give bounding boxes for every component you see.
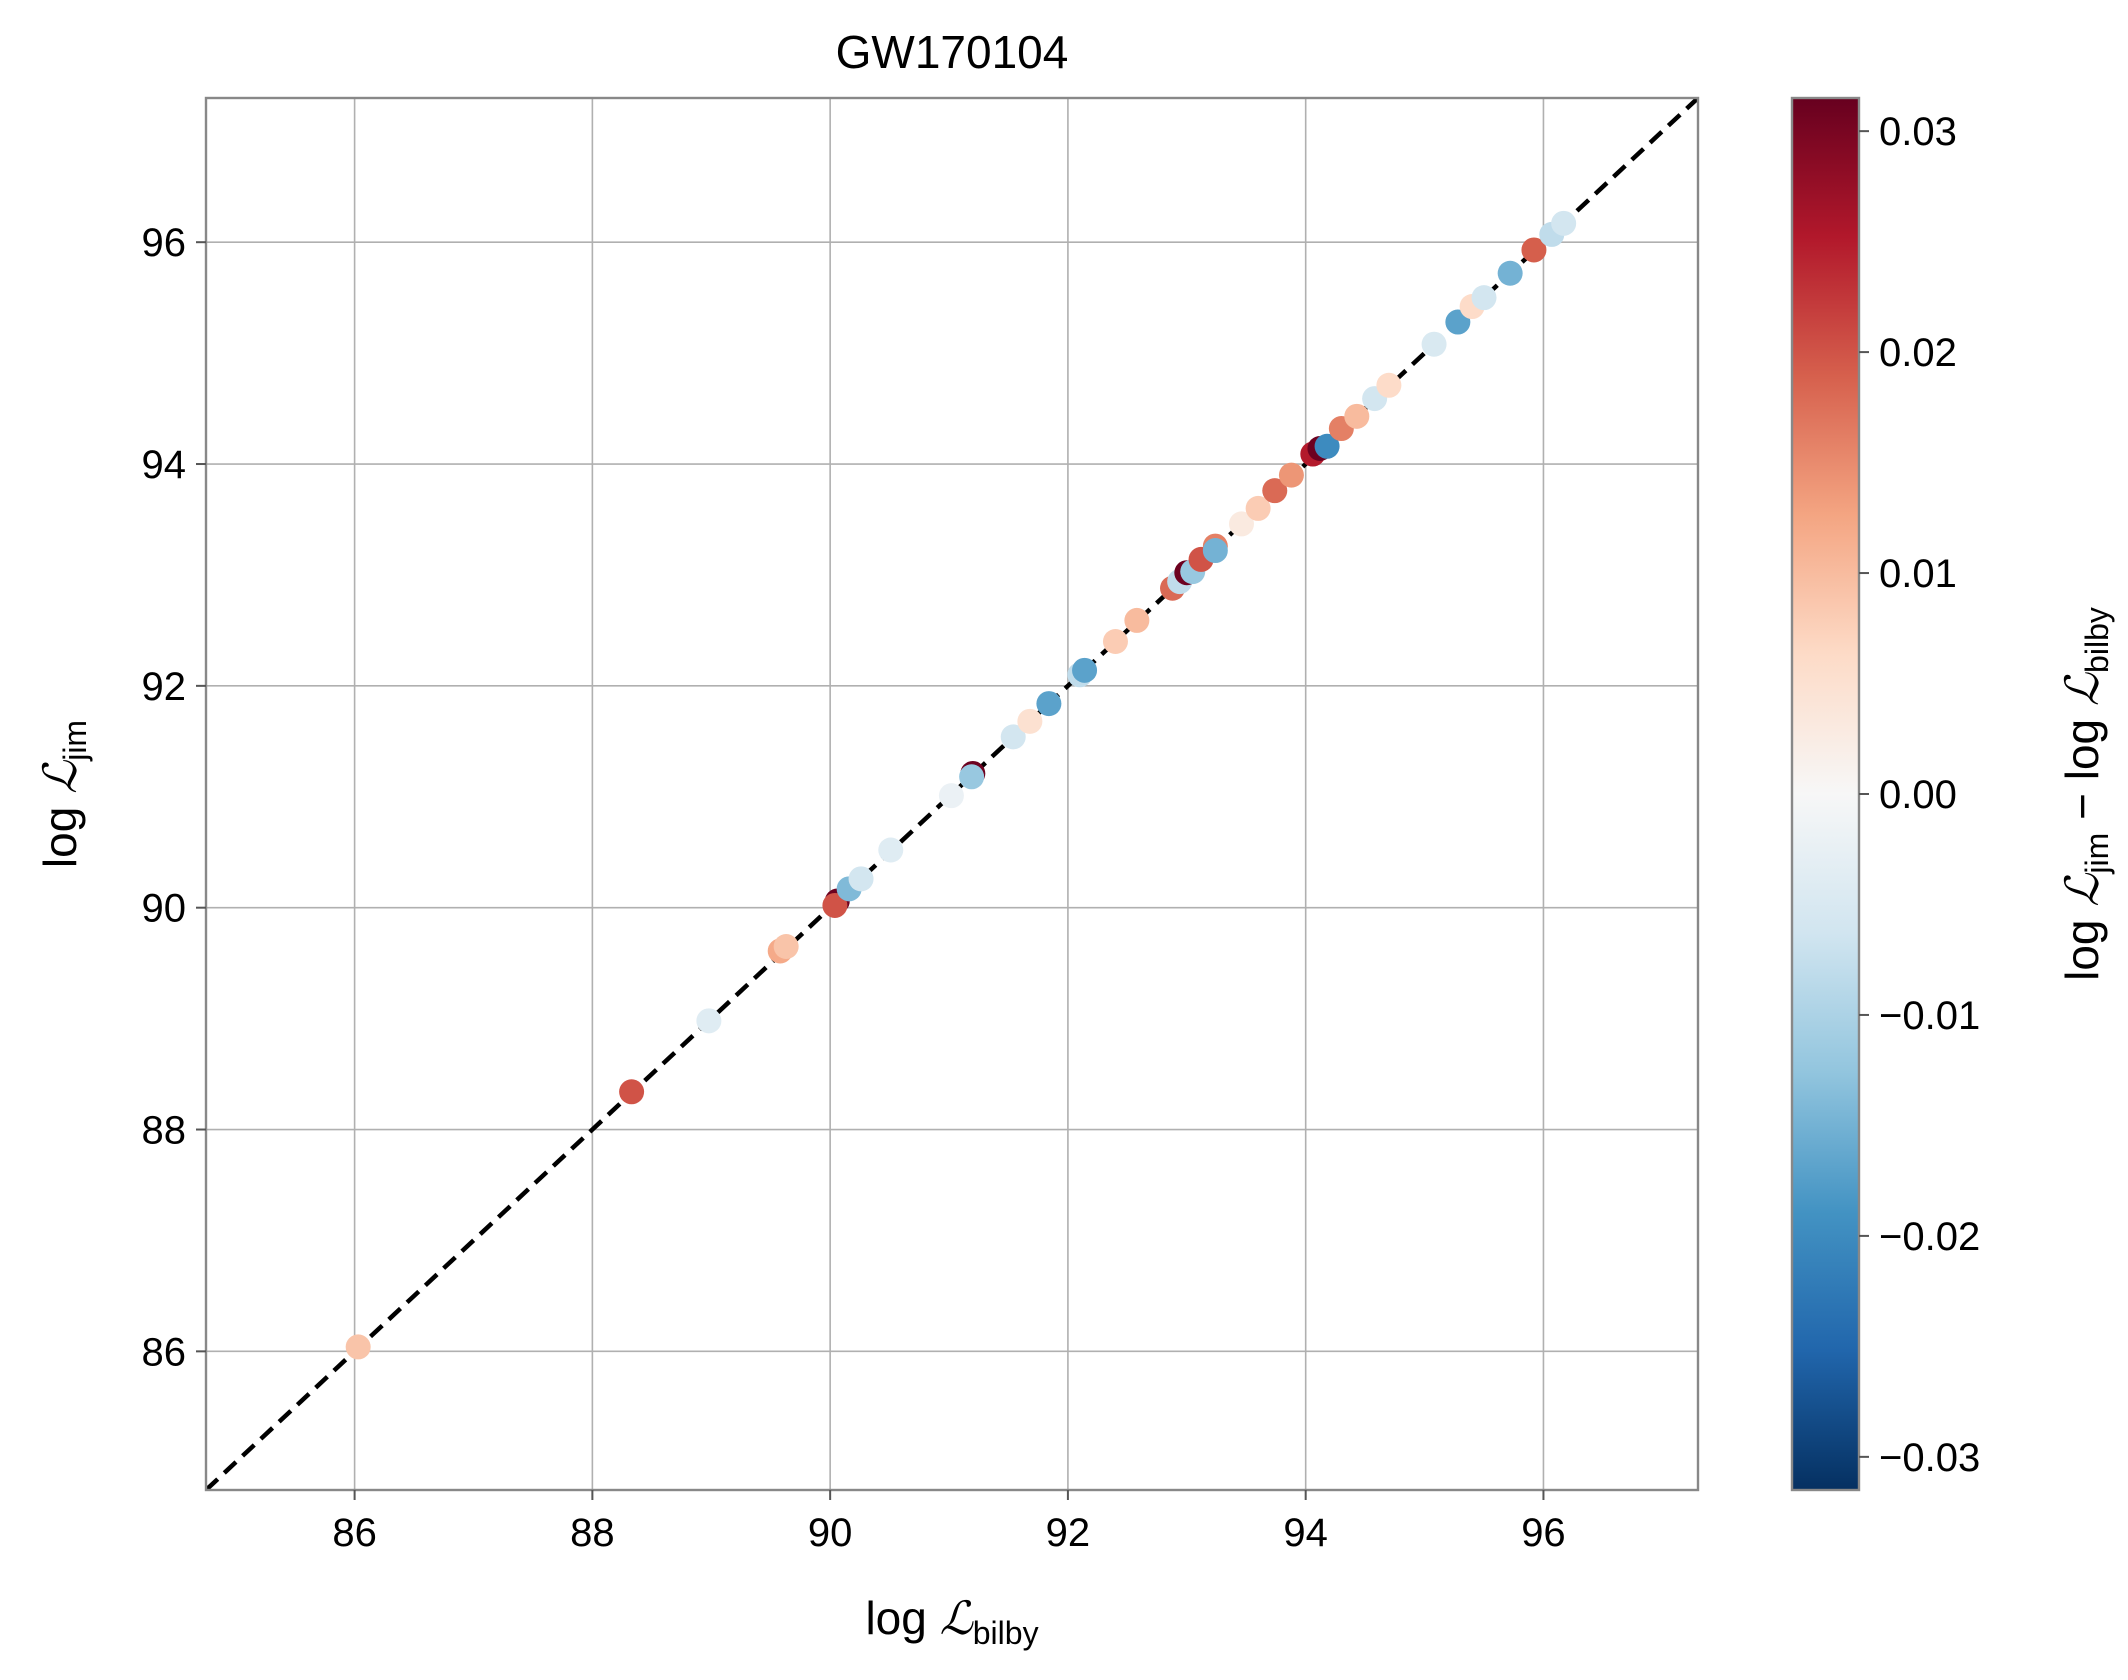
y-tick-label: 96	[142, 221, 187, 265]
colorbar-tick-label: 0.01	[1879, 552, 1957, 596]
colorbar-ticks: 0.03 0.02 0.01 0.00 −0.01 −0.02 −0.03	[1859, 110, 1980, 1480]
y-tick-label: 86	[142, 1330, 187, 1374]
x-tick-label: 88	[570, 1511, 615, 1555]
colorbar-label: log ℒjim − log ℒbilby	[2055, 607, 2115, 981]
x-tick-label: 92	[1046, 1511, 1091, 1555]
colorbar-tick-label: 0.03	[1879, 110, 1957, 154]
scatter-point	[696, 1008, 722, 1034]
scatter-point	[1072, 657, 1098, 683]
scatter-point	[1471, 285, 1497, 311]
scatter-point	[1017, 708, 1043, 734]
scatter-point	[1202, 538, 1228, 564]
x-tick-label: 86	[332, 1511, 377, 1555]
scatter-point	[959, 764, 985, 790]
x-tick-label: 96	[1521, 1511, 1566, 1555]
scatter-point	[1376, 372, 1402, 398]
scatter-point	[1262, 478, 1288, 504]
colorbar-tick-label: 0.02	[1879, 331, 1957, 375]
scatter-point	[878, 837, 904, 863]
scatter-point	[1245, 495, 1271, 521]
scatter-point	[938, 783, 964, 809]
scatter-point	[1102, 628, 1128, 654]
scatter-point	[345, 1334, 371, 1360]
scatter-point	[848, 866, 874, 892]
colorbar	[1790, 96, 1861, 1492]
scatter-point	[1521, 237, 1547, 263]
colorbar-tick-label: −0.03	[1879, 1436, 1980, 1480]
y-axis-ticks: 86 88 90 92 94 96	[142, 221, 206, 1374]
scatter-points	[345, 210, 1577, 1360]
y-tick-label: 90	[142, 887, 187, 931]
plot-frame	[204, 96, 1700, 1492]
scatter-point	[1497, 260, 1523, 286]
y-axis-label: log ℒjim	[33, 720, 93, 868]
x-axis-label: log ℒbilby	[865, 1591, 1038, 1651]
scatter-point	[1421, 331, 1447, 357]
grid	[206, 98, 1698, 1490]
scatter-point	[1000, 724, 1026, 750]
x-tick-label: 94	[1283, 1511, 1328, 1555]
scatter-point	[822, 892, 848, 918]
scatter-point	[1344, 403, 1370, 429]
scatter-point	[1314, 433, 1340, 459]
scatter-point	[619, 1079, 645, 1105]
scatter-point	[773, 934, 799, 960]
chart-title: GW170104	[836, 26, 1069, 78]
scatter-point	[1228, 511, 1254, 537]
scatter-point	[1551, 210, 1577, 236]
colorbar-tick-label: 0.00	[1879, 773, 1957, 817]
colorbar-tick-label: −0.02	[1879, 1215, 1980, 1259]
y-tick-label: 88	[142, 1109, 187, 1153]
scatter-point	[1278, 462, 1304, 488]
scatter-point	[1124, 607, 1150, 633]
scatter-point	[1036, 691, 1062, 717]
y-tick-label: 92	[142, 665, 187, 709]
x-axis-ticks: 86 88 90 92 94 96	[332, 1490, 1566, 1555]
y-tick-label: 94	[142, 443, 187, 487]
colorbar-tick-label: −0.01	[1879, 994, 1980, 1038]
x-tick-label: 90	[808, 1511, 853, 1555]
